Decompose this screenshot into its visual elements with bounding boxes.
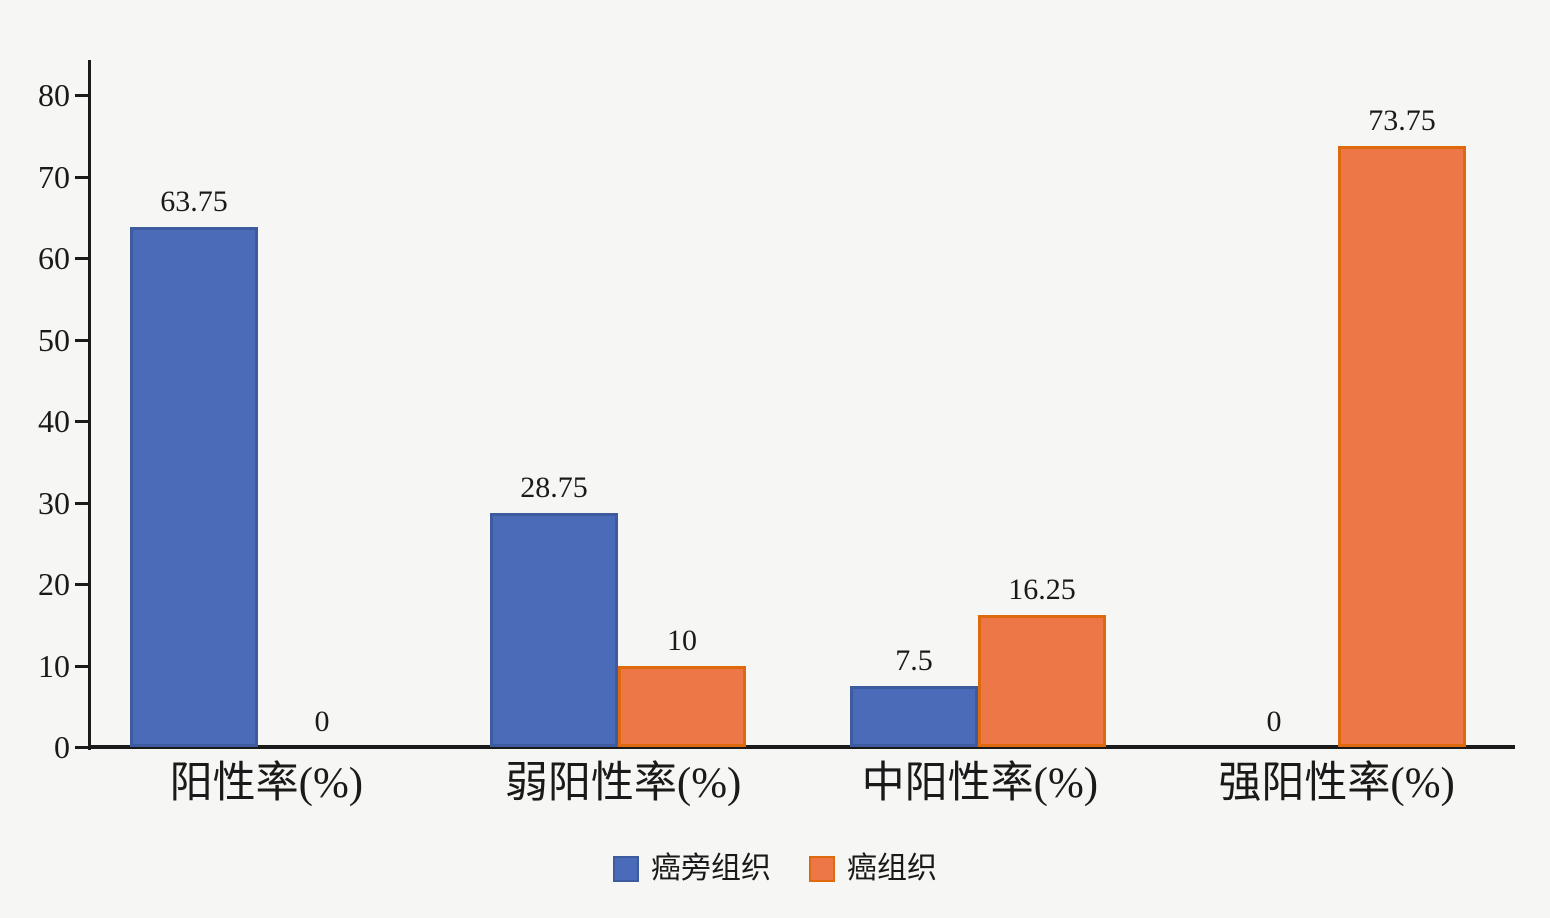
y-tick-mark (75, 420, 88, 423)
y-tick-mark (75, 583, 88, 586)
category-label: 中阳性率(%) (861, 760, 1099, 807)
value-label: 28.75 (520, 470, 588, 504)
y-tick-mark (75, 175, 88, 179)
bar-癌组织-中阳性率(%) (978, 614, 1106, 747)
value-label: 73.75 (1368, 103, 1436, 137)
y-tick-label: 20 (38, 566, 70, 602)
value-label: 0 (314, 705, 330, 738)
legend-label-series-1: 癌旁组织 (651, 852, 771, 885)
value-label: 7.5 (895, 643, 933, 677)
bar-癌旁组织-弱阳性率(%) (490, 512, 618, 747)
bar-癌组织-弱阳性率(%) (618, 665, 746, 747)
y-tick-mark (75, 746, 88, 749)
legend-label-series-2: 癌组织 (847, 852, 937, 885)
bar-癌旁组织-阳性率(%) (130, 227, 258, 747)
y-tick-label: 70 (38, 158, 70, 195)
y-tick-label: 60 (38, 240, 70, 276)
legend-item-series-2: 癌组织 (809, 852, 937, 886)
value-label: 63.75 (160, 185, 228, 219)
chart-legend: 癌旁组织 癌组织 (0, 852, 1550, 886)
y-tick-label: 30 (38, 484, 70, 521)
bar-癌组织-强阳性率(%) (1338, 145, 1466, 747)
y-tick-label: 40 (38, 403, 70, 439)
value-label: 16.25 (1008, 572, 1076, 606)
y-tick-label: 10 (38, 647, 70, 684)
y-tick-label: 0 (54, 729, 70, 765)
category-label: 强阳性率(%) (1218, 760, 1455, 807)
value-label: 10 (667, 623, 697, 657)
bar-癌旁组织-中阳性率(%) (850, 685, 978, 747)
legend-item-series-1: 癌旁组织 (613, 852, 771, 886)
category-label: 阳性率(%) (169, 760, 364, 807)
legend-swatch-blue (613, 856, 639, 882)
x-axis-line (88, 745, 1515, 749)
y-tick-mark (75, 257, 88, 260)
value-label: 0 (1266, 705, 1282, 738)
legend-swatch-orange (809, 856, 835, 882)
y-tick-mark (75, 501, 88, 505)
category-label: 弱阳性率(%) (504, 760, 742, 807)
y-tick-label: 50 (38, 321, 70, 358)
y-tick-mark (75, 664, 88, 668)
y-tick-mark (75, 94, 88, 97)
y-axis-line (88, 60, 91, 750)
y-tick-mark (75, 338, 88, 342)
y-tick-label: 80 (38, 77, 70, 113)
